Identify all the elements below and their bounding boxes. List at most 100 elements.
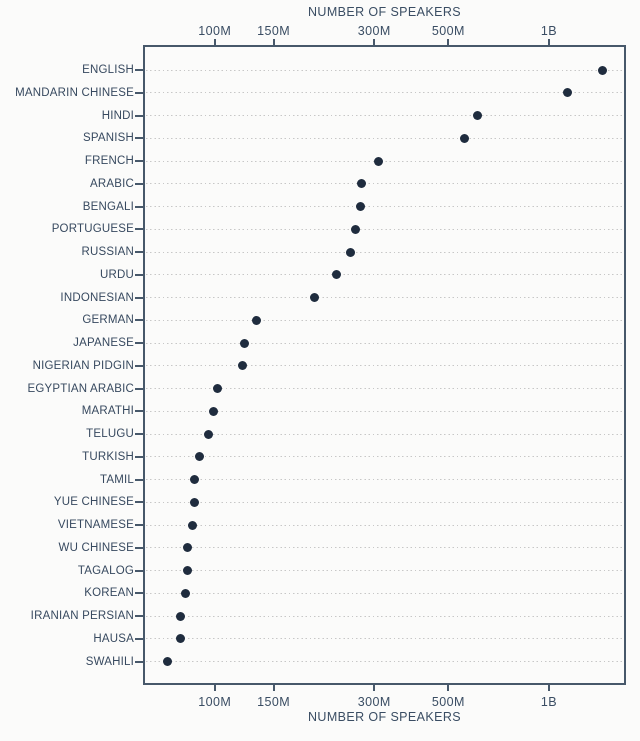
category-tick-mark bbox=[135, 660, 143, 663]
category-label: HINDI bbox=[101, 109, 134, 122]
category-label: SWAHILI bbox=[85, 655, 134, 668]
data-point-dot bbox=[346, 247, 356, 257]
row-leader-line bbox=[146, 524, 623, 526]
category-label: ENGLISH bbox=[82, 64, 134, 76]
category-tick-mark bbox=[135, 342, 143, 344]
row-leader-line bbox=[146, 115, 623, 116]
category-label: MARATHI bbox=[81, 405, 134, 418]
x-tick-mark bbox=[272, 39, 275, 45]
category-label: INDONESIAN bbox=[60, 291, 134, 304]
category-label: VIETNAMESE bbox=[57, 519, 134, 531]
row-leader-line bbox=[146, 92, 623, 94]
category-tick-mark bbox=[135, 501, 143, 504]
x-tick-label: 1B bbox=[540, 24, 558, 38]
category-label: YUE CHINESE bbox=[53, 496, 134, 509]
category-tick-mark bbox=[135, 524, 143, 526]
data-point-dot bbox=[183, 566, 193, 575]
x-tick-mark bbox=[373, 39, 376, 45]
category-tick-mark bbox=[135, 205, 143, 208]
row-leader-line bbox=[146, 137, 623, 139]
category-tick-mark bbox=[135, 137, 143, 140]
data-point-dot bbox=[204, 429, 214, 439]
category-label: NIGERIAN PIDGIN bbox=[32, 359, 134, 372]
x-tick-label: 150M bbox=[257, 24, 291, 38]
category-tick-mark bbox=[135, 319, 143, 322]
x-tick-mark bbox=[447, 39, 450, 45]
row-leader-line bbox=[146, 388, 623, 389]
category-tick-mark bbox=[135, 410, 143, 413]
category-tick-mark bbox=[135, 251, 143, 253]
category-label: IRANIAN PERSIAN bbox=[30, 610, 134, 622]
data-point-dot bbox=[310, 293, 320, 302]
category-label: EGYPTIAN ARABIC bbox=[27, 382, 134, 395]
category-tick-mark bbox=[135, 160, 143, 162]
row-leader-line bbox=[146, 592, 623, 594]
x-tick-label: 100M bbox=[198, 24, 232, 38]
row-leader-line bbox=[146, 251, 623, 253]
category-tick-mark bbox=[135, 182, 143, 185]
category-label: TURKISH bbox=[82, 450, 134, 463]
data-point-dot bbox=[176, 634, 186, 644]
category-label: HAUSA bbox=[93, 632, 134, 645]
row-leader-line bbox=[146, 183, 623, 185]
row-leader-line bbox=[146, 570, 623, 571]
row-leader-line bbox=[146, 319, 623, 321]
category-label: BENGALI bbox=[82, 200, 134, 213]
data-point-dot bbox=[598, 65, 608, 75]
x-tick-label: 1B bbox=[540, 695, 558, 709]
row-leader-line bbox=[146, 365, 623, 367]
category-tick-mark bbox=[135, 455, 143, 458]
category-label: TELUGU bbox=[86, 428, 134, 440]
row-leader-line bbox=[146, 297, 623, 298]
category-label: URDU bbox=[99, 268, 134, 281]
category-tick-mark bbox=[135, 273, 143, 276]
x-tick-label: 300M bbox=[357, 695, 391, 709]
data-point-dot bbox=[356, 202, 366, 211]
data-point-dot bbox=[190, 497, 200, 507]
data-point-dot bbox=[251, 315, 261, 325]
category-tick-mark bbox=[135, 569, 143, 572]
data-point-dot bbox=[162, 657, 172, 666]
data-point-dot bbox=[332, 270, 342, 280]
data-point-dot bbox=[181, 588, 191, 598]
category-tick-mark bbox=[135, 387, 143, 390]
category-tick-mark bbox=[135, 637, 143, 640]
x-tick-label: 150M bbox=[257, 695, 291, 709]
row-leader-line bbox=[146, 547, 623, 549]
data-point-dot bbox=[237, 361, 247, 371]
x-tick-mark bbox=[547, 39, 550, 45]
row-leader-line bbox=[146, 69, 623, 71]
row-leader-line bbox=[146, 456, 623, 458]
category-tick-mark bbox=[135, 592, 143, 595]
row-leader-line bbox=[146, 479, 623, 480]
category-label: TAMIL bbox=[99, 473, 134, 486]
x-tick-mark bbox=[272, 685, 275, 691]
category-tick-mark bbox=[135, 546, 143, 549]
data-point-dot bbox=[351, 224, 361, 234]
category-tick-mark bbox=[135, 478, 143, 481]
row-leader-line bbox=[146, 206, 623, 207]
x-tick-label: 500M bbox=[431, 695, 465, 709]
category-label: KOREAN bbox=[84, 587, 134, 600]
data-point-dot bbox=[194, 452, 204, 462]
category-label: WU CHINESE bbox=[58, 541, 134, 554]
category-label: FRENCH bbox=[84, 155, 134, 167]
row-leader-line bbox=[146, 615, 623, 617]
data-point-dot bbox=[188, 520, 198, 530]
row-leader-line bbox=[146, 501, 623, 503]
row-leader-line bbox=[146, 160, 623, 162]
plot-area-frame bbox=[143, 45, 626, 685]
data-point-dot bbox=[563, 88, 573, 98]
x-tick-label: 500M bbox=[431, 24, 465, 38]
data-point-dot bbox=[374, 156, 384, 166]
data-point-dot bbox=[208, 406, 218, 416]
data-point-dot bbox=[460, 133, 470, 143]
x-tick-mark bbox=[373, 685, 376, 691]
category-label: TAGALOG bbox=[77, 564, 134, 577]
data-point-dot bbox=[183, 543, 193, 553]
data-point-dot bbox=[213, 384, 223, 393]
category-label: ARABIC bbox=[89, 177, 134, 190]
category-tick-mark bbox=[135, 433, 143, 435]
category-label: PORTUGUESE bbox=[51, 223, 134, 236]
